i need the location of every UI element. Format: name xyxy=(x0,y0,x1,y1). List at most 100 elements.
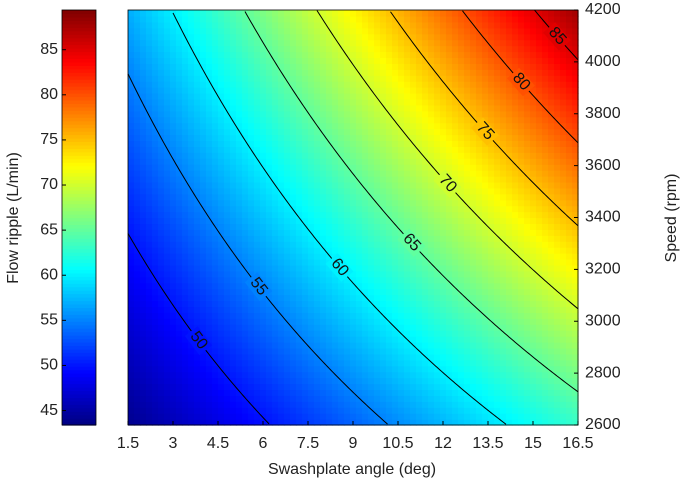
field-cell xyxy=(476,282,483,290)
field-cell xyxy=(356,104,363,112)
field-cell xyxy=(284,401,291,408)
field-cell xyxy=(158,128,165,136)
field-cell xyxy=(434,371,441,379)
field-cell xyxy=(296,383,303,391)
field-cell xyxy=(314,389,321,396)
field-cell xyxy=(482,187,489,195)
field-cell xyxy=(530,383,537,391)
field-cell xyxy=(248,27,255,35)
field-cell xyxy=(440,146,447,153)
field-cell xyxy=(476,39,483,47)
field-cell xyxy=(464,270,471,278)
field-cell xyxy=(536,389,543,396)
field-cell xyxy=(320,211,327,219)
field-cell xyxy=(140,413,147,420)
field-cell xyxy=(320,158,327,165)
field-cell xyxy=(344,306,351,313)
field-cell xyxy=(164,164,171,171)
field-cell xyxy=(368,104,375,112)
field-cell xyxy=(326,45,333,53)
field-cell xyxy=(236,347,243,355)
field-cell xyxy=(452,413,459,420)
field-cell xyxy=(194,158,201,165)
field-cell xyxy=(128,87,135,94)
field-cell xyxy=(488,419,495,426)
field-cell xyxy=(494,110,501,118)
field-cell xyxy=(386,15,393,23)
field-cell xyxy=(308,33,315,41)
field-cell xyxy=(500,395,507,402)
field-cell xyxy=(422,193,429,201)
field-cell xyxy=(524,134,531,142)
field-cell xyxy=(380,407,387,414)
field-cell xyxy=(302,217,309,225)
field-cell xyxy=(428,259,435,266)
field-cell xyxy=(218,235,225,242)
field-cell xyxy=(422,347,429,355)
field-cell xyxy=(152,75,159,82)
field-cell xyxy=(398,27,405,35)
field-cell xyxy=(476,241,483,248)
field-cell xyxy=(386,383,393,391)
field-cell xyxy=(368,324,375,331)
field-cell xyxy=(254,45,261,53)
field-cell xyxy=(464,312,471,319)
field-cell xyxy=(164,342,171,349)
field-cell xyxy=(524,170,531,177)
field-cell xyxy=(182,170,189,177)
field-cell xyxy=(260,264,267,272)
field-cell xyxy=(158,45,165,53)
field-cell xyxy=(260,51,267,59)
field-cell xyxy=(518,389,525,396)
field-cell xyxy=(266,164,273,171)
field-cell xyxy=(326,134,333,142)
field-cell xyxy=(212,264,219,272)
field-cell xyxy=(146,152,153,159)
field-cell xyxy=(542,259,549,266)
field-cell xyxy=(158,347,165,355)
field-cell xyxy=(380,365,387,373)
field-cell xyxy=(452,57,459,64)
field-cell xyxy=(452,39,459,47)
field-cell xyxy=(404,312,411,319)
field-cell xyxy=(314,152,321,159)
field-cell xyxy=(524,122,531,130)
field-cell xyxy=(452,81,459,88)
field-cell xyxy=(458,300,465,308)
field-cell xyxy=(314,69,321,76)
field-cell xyxy=(170,69,177,76)
field-cell xyxy=(128,377,135,385)
field-cell xyxy=(464,383,471,391)
field-cell xyxy=(272,389,279,396)
field-cell xyxy=(332,205,339,213)
field-cell xyxy=(134,134,141,142)
field-cell xyxy=(206,253,213,260)
field-cell xyxy=(500,401,507,408)
field-cell xyxy=(524,104,531,112)
field-cell xyxy=(482,146,489,153)
field-cell xyxy=(170,51,177,59)
field-cell xyxy=(494,353,501,361)
field-cell xyxy=(236,342,243,349)
field-cell xyxy=(500,389,507,396)
field-cell xyxy=(434,270,441,278)
field-cell xyxy=(188,253,195,260)
field-cell xyxy=(362,253,369,260)
field-cell xyxy=(254,324,261,331)
field-cell xyxy=(404,294,411,302)
field-cell xyxy=(140,134,147,142)
field-cell xyxy=(320,146,327,153)
field-cell xyxy=(362,187,369,195)
field-cell xyxy=(398,181,405,189)
field-cell xyxy=(290,15,297,23)
field-cell xyxy=(182,264,189,272)
field-cell xyxy=(200,187,207,195)
field-cell xyxy=(236,235,243,242)
field-cell xyxy=(200,235,207,242)
field-cell xyxy=(308,259,315,266)
field-cell xyxy=(506,128,513,136)
field-cell xyxy=(554,330,561,337)
field-cell xyxy=(188,116,195,124)
field-cell xyxy=(302,377,309,385)
field-cell xyxy=(284,170,291,177)
